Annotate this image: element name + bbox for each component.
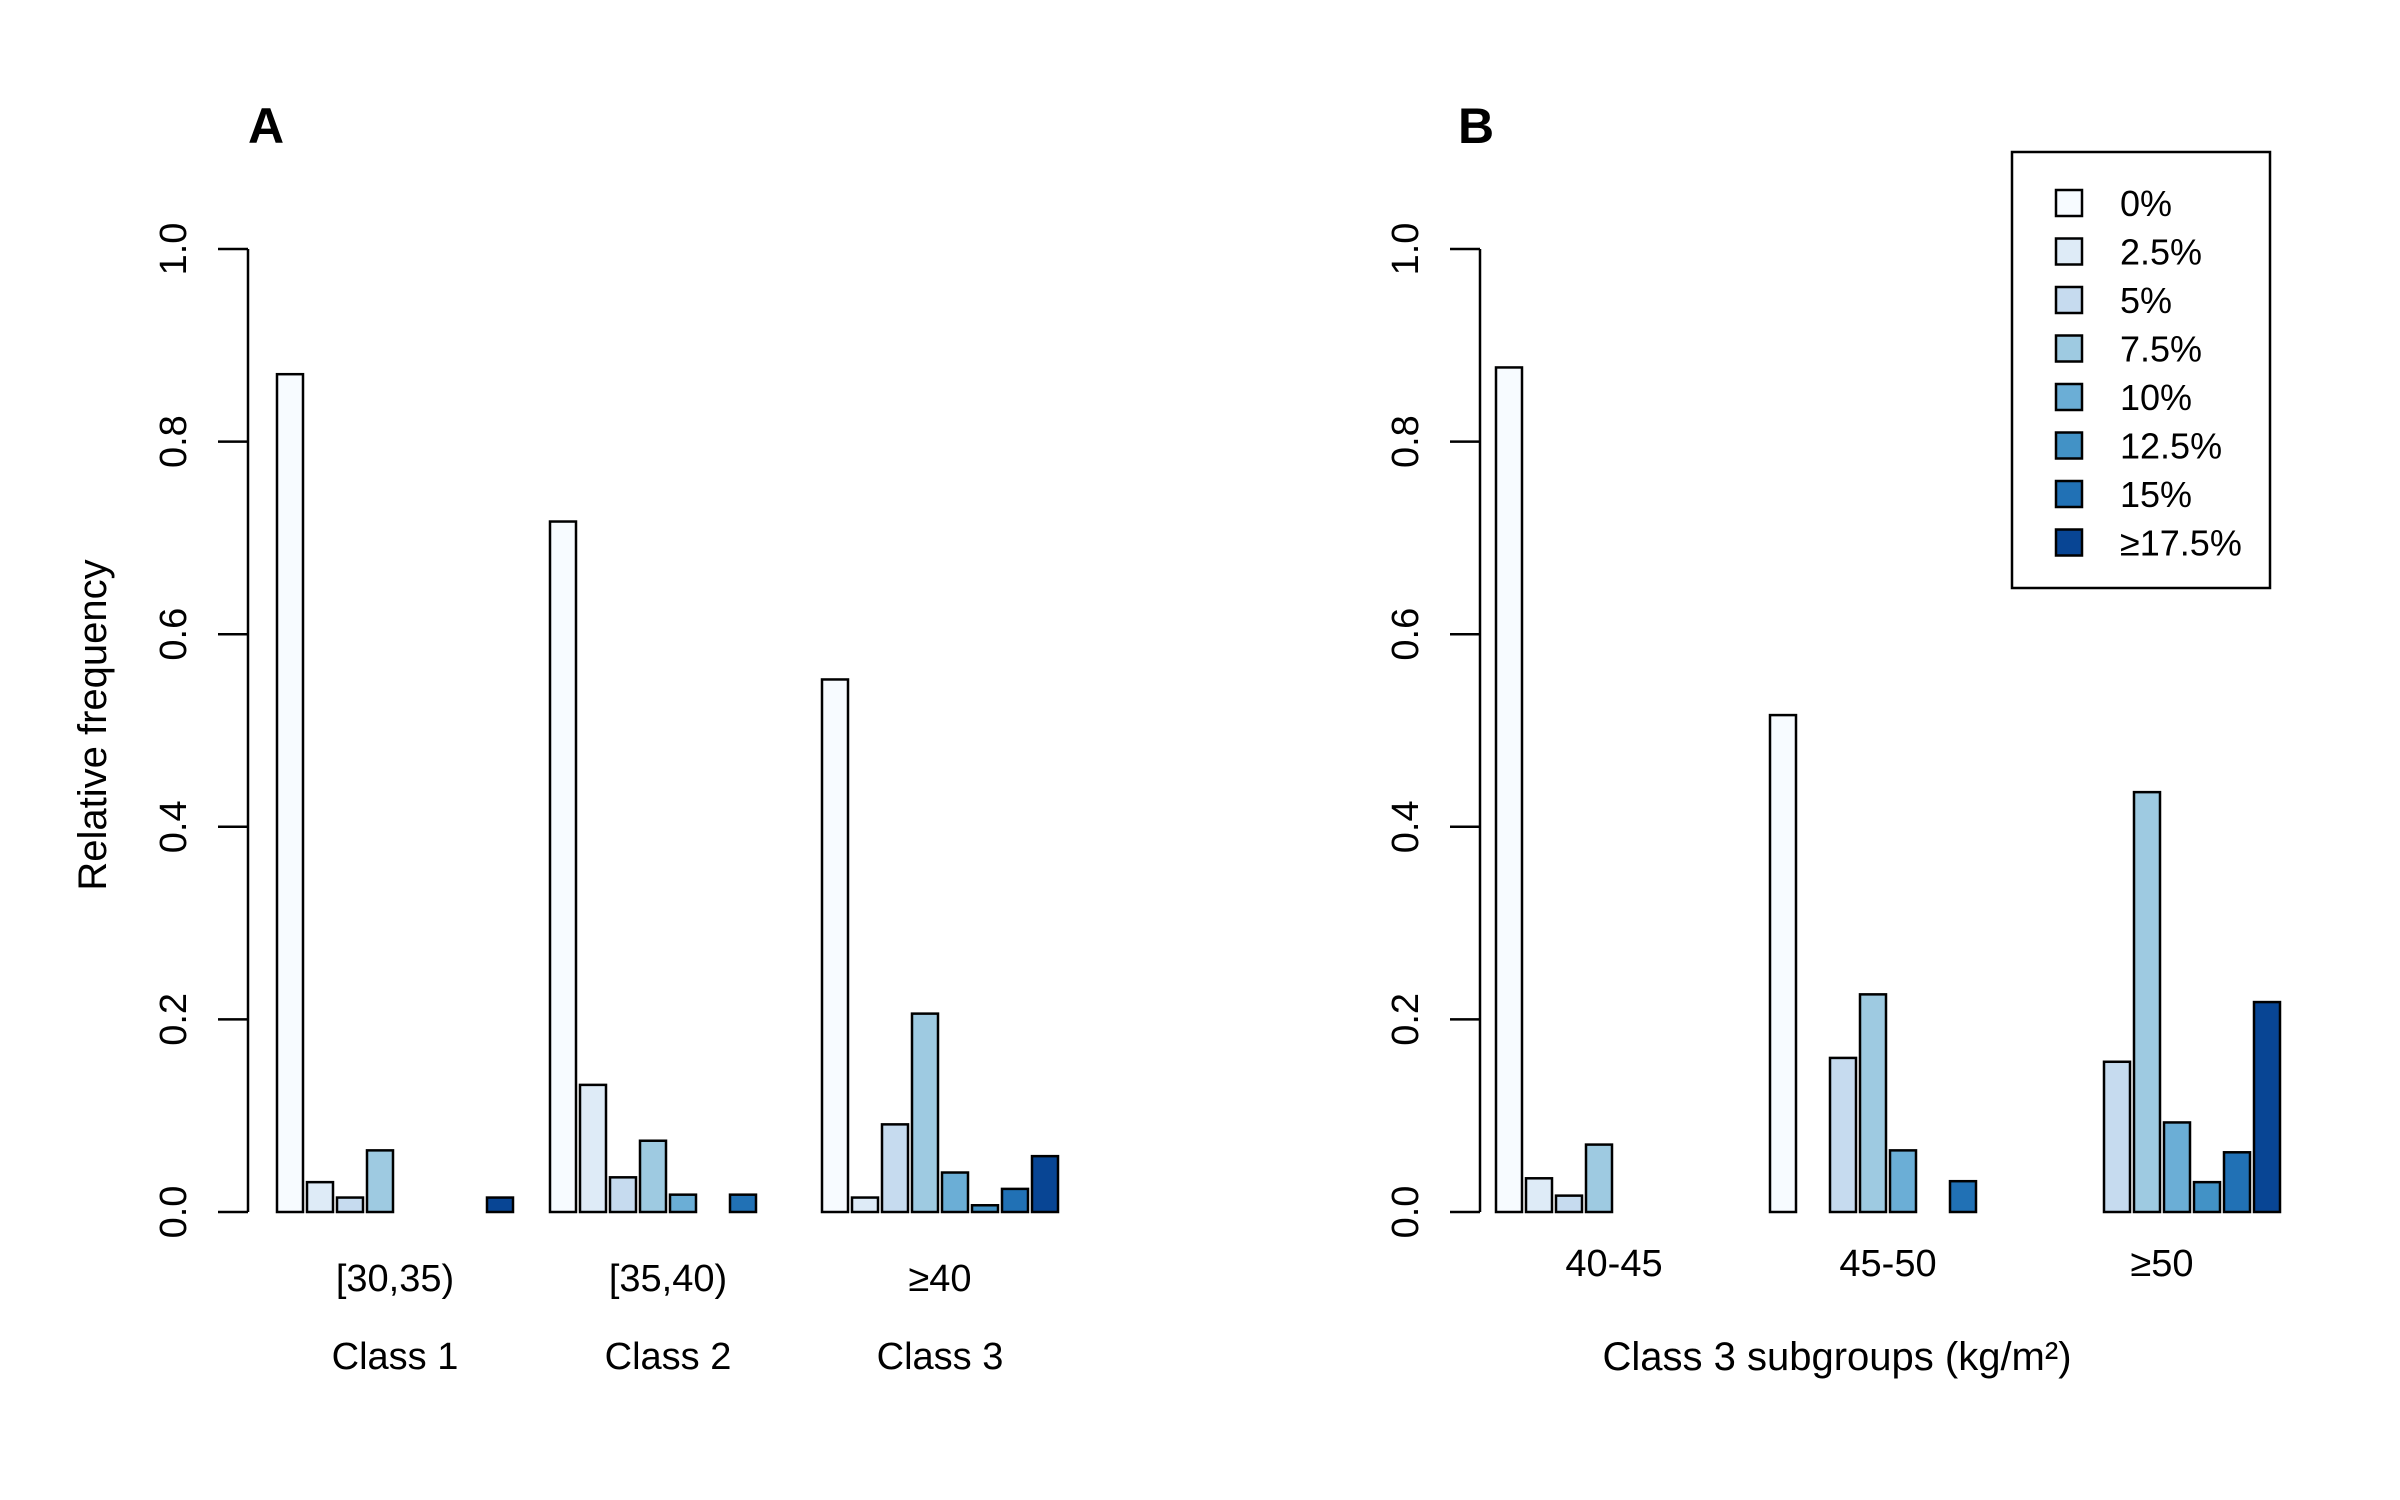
panel-b-category-label: ≥50 (2130, 1243, 2193, 1285)
legend-swatch (2054, 188, 2084, 218)
legend-label: 15% (2120, 474, 2192, 515)
panel-b-y-tick-label: 1.0 (1385, 223, 1427, 276)
panel-b-bar (1584, 1143, 1614, 1214)
panel-a-bars (275, 372, 1060, 1214)
panel-a-bar (668, 1193, 698, 1214)
panel-a-bar (880, 1123, 910, 1214)
panel-a-group-label: Class 1 (332, 1336, 459, 1378)
panel-a-bar (820, 678, 850, 1214)
panel-b-y-tick-label: 0.6 (1385, 608, 1427, 661)
panel-b-bar (1494, 366, 1524, 1214)
panel-a-bar (608, 1176, 638, 1214)
panel-a-group-label: Class 3 (877, 1336, 1004, 1378)
panel-b-bar (1888, 1149, 1918, 1214)
legend-swatch (2054, 285, 2084, 315)
panel-a-bar (728, 1193, 758, 1214)
panel-b-category-label: 45-50 (1839, 1243, 1936, 1285)
panel-a-bar (485, 1196, 515, 1214)
panel-b-category-labels: 40-45 45-50 ≥50 (1565, 1243, 2193, 1285)
legend-swatch (2054, 479, 2084, 509)
panel-a: A 0.00.20.40.60.81.0 Relative frequency … (71, 98, 1060, 1378)
panel-b-bar (1554, 1194, 1584, 1214)
panel-b-bar (2192, 1180, 2222, 1214)
legend-swatch (2054, 528, 2084, 557)
panel-a-bar (1000, 1187, 1030, 1214)
panel-b-y-tick-label: 0.8 (1385, 415, 1427, 468)
panel-a-y-tick-label: 1.0 (153, 223, 195, 276)
legend-label: 7.5% (2120, 329, 2202, 370)
legend-label: 0% (2120, 183, 2172, 224)
panel-b-letter: B (1458, 98, 1494, 154)
panel-b-x-axis-title: Class 3 subgroups (kg/m²) (1602, 1335, 2071, 1379)
panel-b-y-axis: 0.0 0.2 0.4 0.6 0.8 1.0 (1385, 223, 1482, 1239)
panel-b-bar (2162, 1121, 2192, 1214)
panel-a-category-label: [35,40) (609, 1258, 727, 1300)
panel-b-bar (1768, 713, 1798, 1214)
panel-a-y-axis-title: Relative frequency (71, 559, 115, 890)
legend-items: 0% 2.5% 5% 7.5% 10% 12.5% 15% ≥17.5% (2054, 183, 2242, 564)
legend-label: ≥17.5% (2120, 523, 2242, 564)
panel-a-bar (365, 1149, 395, 1214)
panel-b-bar (1858, 993, 1888, 1214)
legend-swatch (2054, 382, 2084, 412)
panel-a-bar (940, 1171, 970, 1214)
panel-b-y-tick-label: 0.0 (1385, 1186, 1427, 1239)
panel-a-bar (850, 1196, 880, 1214)
panel-a-bar (548, 520, 578, 1214)
panel-a-y-tick-label: 0.4 (153, 800, 195, 853)
panel-a-bar (910, 1012, 940, 1214)
legend-swatch (2054, 334, 2084, 363)
panel-a-bar (305, 1180, 335, 1214)
legend-box (2010, 150, 2272, 590)
panel-a-y-tick-label: 0.8 (153, 415, 195, 468)
panel-b-category-label: 40-45 (1565, 1243, 1662, 1285)
legend-swatch (2054, 431, 2084, 460)
panel-a-y-tick-label: 0.6 (153, 608, 195, 661)
panel-b-bar (1828, 1056, 1858, 1214)
panel-a-bar (275, 372, 305, 1214)
legend-label: 5% (2120, 280, 2172, 321)
panel-b-bar (2222, 1151, 2252, 1214)
panel-a-bar (970, 1204, 1000, 1214)
panel-a-category-label: ≥40 (908, 1258, 971, 1300)
panel-b-bars (1494, 366, 2282, 1214)
panel-a-bar (578, 1083, 608, 1214)
panel-b-bar (1524, 1177, 1554, 1214)
legend: 0% 2.5% 5% 7.5% 10% 12.5% 15% ≥17.5% (2010, 150, 2272, 590)
panel-b-bar (2132, 790, 2162, 1214)
legend-swatch (2054, 237, 2084, 266)
panel-a-group-label: Class 2 (605, 1336, 732, 1378)
panel-a-bar (335, 1196, 365, 1214)
panel-a-bar (638, 1139, 668, 1214)
legend-label: 12.5% (2120, 426, 2222, 467)
panel-a-category-label: [30,35) (336, 1258, 454, 1300)
panel-a-y-tick-label: 0.0 (153, 1186, 195, 1239)
legend-label: 10% (2120, 377, 2192, 418)
legend-label: 2.5% (2120, 232, 2202, 273)
panel-b-bar (2102, 1060, 2132, 1214)
panel-b-bar (1948, 1179, 1978, 1214)
panel-b-y-tick-label: 0.2 (1385, 993, 1427, 1046)
panel-b-bar (2252, 1000, 2282, 1214)
panel-b-y-tick-label: 0.4 (1385, 800, 1427, 853)
panel-a-category-labels: [30,35) Class 1 [35,40) Class 2 ≥40 Class 3 (332, 1258, 1004, 1378)
panel-a-y-tick-label: 0.2 (153, 993, 195, 1046)
panel-b: B 0.0 0.2 0.4 0.6 0.8 1.0 40-45 45-50 ≥50 Class… (1385, 98, 2282, 1379)
panel-a-letter: A (248, 98, 284, 154)
panel-a-y-axis: 0.0 0.2 0.4 0.6 0.8 1.0 (153, 223, 250, 1239)
panel-a-bar (1030, 1154, 1060, 1214)
